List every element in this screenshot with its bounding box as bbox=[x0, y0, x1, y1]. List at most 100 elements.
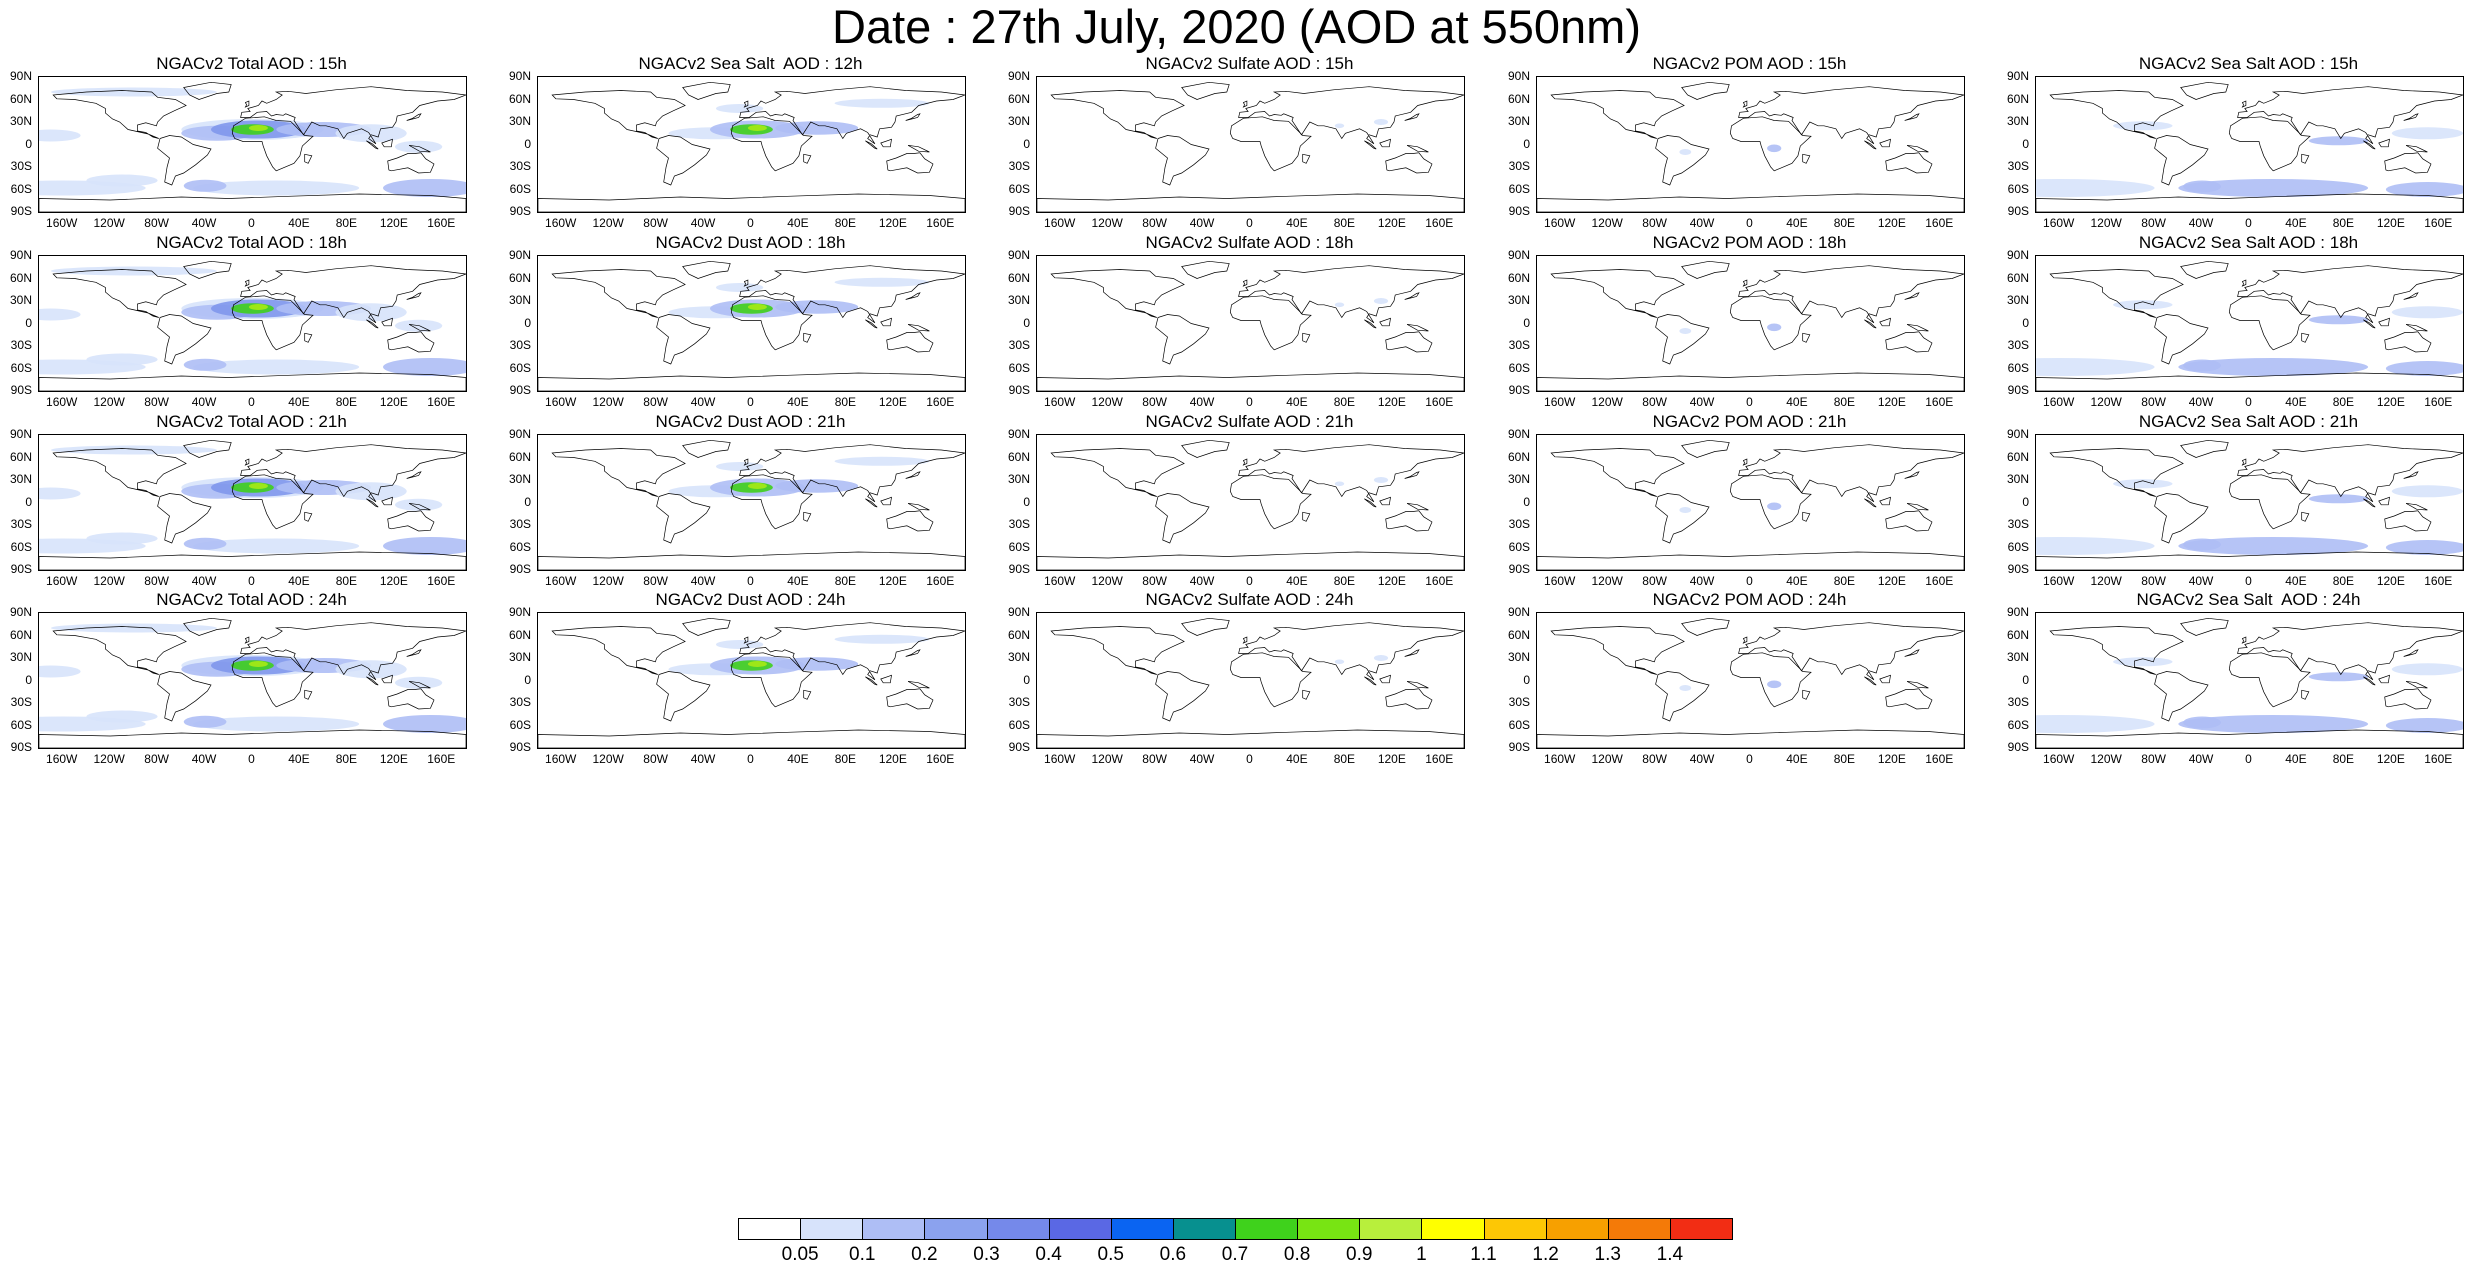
aod-patch bbox=[383, 715, 466, 733]
longitude-tick-label: 40E bbox=[1286, 216, 1308, 230]
panel-title: NGACv2 POM AOD : 21h bbox=[1652, 412, 1847, 431]
longitude-tick-label: 40W bbox=[191, 216, 217, 230]
map-panel: NGACv2 POM AOD : 21h 90N 60N 30N 0 30S 60S 90S 1… bbox=[1496, 412, 2003, 591]
world-map bbox=[537, 255, 966, 392]
latitude-tick-label: 90S bbox=[2007, 740, 2029, 754]
colorbar-bin bbox=[862, 1218, 926, 1240]
coastline bbox=[304, 689, 313, 700]
latitude-tick-label: 60N bbox=[9, 270, 32, 285]
aod-patch bbox=[248, 125, 268, 131]
coastline bbox=[408, 680, 431, 689]
longitude-tick-label: 40E bbox=[288, 216, 310, 230]
world-map bbox=[38, 76, 467, 213]
latitude-tick-label: 0 bbox=[25, 136, 32, 151]
coastline bbox=[656, 314, 711, 365]
longitude-tick-label: 0 bbox=[248, 395, 255, 409]
map-panel: NGACv2 Sea Salt AOD : 12h 90N 60N 30N 0 30S 60… bbox=[497, 54, 1004, 233]
coastline bbox=[240, 265, 466, 324]
longitude-tick-label: 40E bbox=[1786, 216, 1808, 230]
longitude-tick-label: 160W bbox=[1544, 752, 1576, 766]
coastline bbox=[1885, 152, 1933, 174]
latitude-tick-label: 0 bbox=[2022, 315, 2029, 330]
aod-patch bbox=[86, 353, 158, 366]
coastline bbox=[387, 510, 435, 532]
world-map bbox=[38, 434, 467, 571]
aod-patch bbox=[50, 445, 217, 455]
latitude-tick-label: 90N bbox=[1007, 69, 1030, 83]
coastline bbox=[240, 622, 466, 681]
coastline bbox=[2384, 331, 2432, 353]
coastline bbox=[387, 331, 435, 353]
world-map bbox=[38, 612, 467, 749]
longitude-tick-label: 160W bbox=[1044, 574, 1076, 588]
longitude-tick-label: 160W bbox=[545, 752, 577, 766]
latitude-tick-label: 90N bbox=[1007, 427, 1030, 441]
latitude-tick-label: 90N bbox=[508, 248, 531, 262]
coastline bbox=[656, 135, 711, 186]
latitude-tick-label: 90N bbox=[2006, 69, 2029, 83]
latitude-tick-label: 90S bbox=[1008, 383, 1030, 397]
coastline bbox=[1385, 688, 1433, 710]
coastline bbox=[1379, 496, 1391, 506]
coastline bbox=[387, 152, 435, 174]
longitude-tick-label: 80W bbox=[1142, 395, 1167, 409]
map-panel: NGACv2 Total AOD : 18h 90N 60N 30N 0 30S 60S 90… bbox=[0, 233, 505, 412]
coastline bbox=[2363, 140, 2376, 150]
coastline bbox=[865, 498, 878, 508]
coastline bbox=[905, 292, 921, 300]
longitude-tick-label: 160E bbox=[2424, 216, 2453, 230]
coastline bbox=[52, 90, 187, 139]
latitude-tick-label: 60N bbox=[9, 91, 32, 106]
longitude-tick-label: 0 bbox=[747, 574, 754, 588]
coastline bbox=[886, 152, 934, 174]
colorbar-tick-label: 0.6 bbox=[1159, 1244, 1187, 1265]
coastline bbox=[1681, 81, 1730, 100]
latitude-tick-label: 30S bbox=[10, 338, 32, 352]
coastline bbox=[2363, 676, 2376, 686]
latitude-tick-label: 60S bbox=[509, 181, 531, 196]
coastline bbox=[2301, 511, 2310, 522]
coastline bbox=[880, 317, 892, 327]
longitude-tick-label: 160W bbox=[1044, 752, 1076, 766]
latitude-tick-label: 30N bbox=[1007, 472, 1030, 486]
latitude-tick-label: 90S bbox=[509, 383, 531, 397]
longitude-tick-label: 40W bbox=[191, 574, 217, 588]
coastline bbox=[1050, 626, 1185, 675]
longitude-tick-label: 120E bbox=[878, 574, 907, 588]
latitude-tick-label: 30N bbox=[1507, 472, 1530, 486]
coastline bbox=[1906, 323, 1929, 332]
coastline bbox=[1738, 265, 1964, 324]
latitude-tick-label: 60S bbox=[2007, 539, 2029, 554]
longitude-tick-label: 120E bbox=[1877, 752, 1906, 766]
coastline bbox=[743, 100, 749, 108]
coastline bbox=[1729, 116, 1812, 172]
longitude-tick-label: 160W bbox=[2043, 395, 2075, 409]
longitude-tick-label: 0 bbox=[747, 395, 754, 409]
longitude-tick-label: 120W bbox=[2090, 752, 2122, 766]
longitude-tick-label: 160W bbox=[1544, 216, 1576, 230]
map-panel: NGACv2 POM AOD : 15h 90N 60N 30N 0 30S 60S 90S 1… bbox=[1496, 54, 2003, 233]
coastline bbox=[1906, 680, 1929, 689]
aod-patch bbox=[775, 657, 859, 671]
coastline bbox=[1364, 676, 1377, 686]
latitude-tick-label: 60N bbox=[1507, 270, 1530, 285]
latitude-tick-label: 30N bbox=[2006, 650, 2029, 664]
aod-patch bbox=[1679, 685, 1692, 691]
coastline bbox=[366, 498, 379, 508]
longitude-tick-label: 120W bbox=[93, 395, 125, 409]
longitude-tick-label: 120W bbox=[1091, 395, 1123, 409]
aod-field bbox=[1537, 617, 1964, 748]
aod-patch bbox=[183, 537, 227, 550]
latitude-tick-label: 30S bbox=[10, 695, 32, 709]
aod-patch bbox=[2036, 537, 2155, 555]
aod-patch bbox=[2308, 672, 2369, 682]
panel-title: NGACv2 Sulfate AOD : 18h bbox=[1145, 233, 1354, 252]
coastline bbox=[2403, 471, 2419, 479]
map-panel: NGACv2 Dust AOD : 24h 90N 60N 30N 0 30S 60S 90S… bbox=[497, 590, 1004, 769]
longitude-tick-label: 80E bbox=[2332, 395, 2355, 409]
longitude-tick-label: 40W bbox=[2188, 574, 2214, 588]
latitude-tick-label: 30N bbox=[1007, 114, 1030, 128]
latitude-tick-label: 90S bbox=[10, 740, 32, 754]
colorbar-bin bbox=[1607, 1218, 1671, 1240]
coastline bbox=[865, 676, 878, 686]
